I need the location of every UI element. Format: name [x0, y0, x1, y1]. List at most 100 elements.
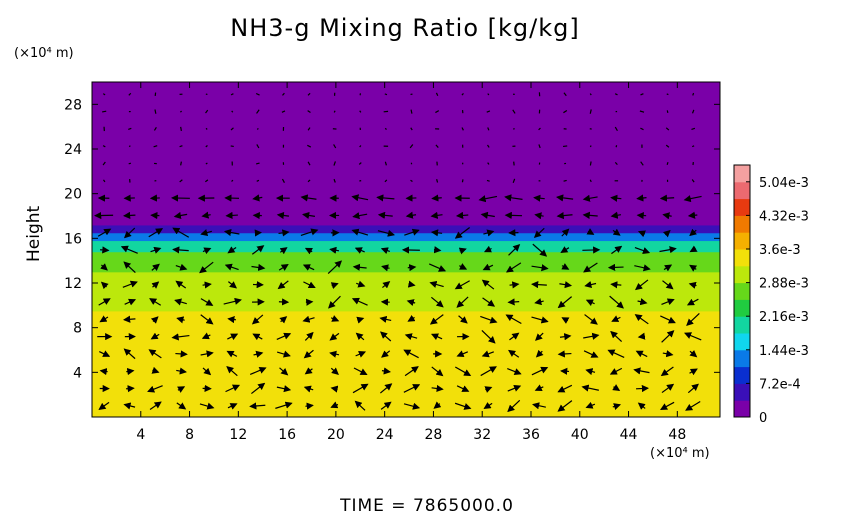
wind-vector — [354, 400, 366, 411]
x-tick-label: 20 — [327, 427, 345, 443]
wind-vector — [231, 110, 234, 113]
wind-vector — [557, 350, 572, 358]
wind-vector — [404, 366, 419, 377]
colorbar-swatch — [734, 333, 750, 351]
wind-vector — [122, 211, 136, 220]
colorbar-tick-label: 7.2e-4 — [759, 377, 801, 392]
wind-vector — [153, 145, 158, 148]
wind-vector — [354, 247, 365, 254]
wind-vector — [352, 263, 367, 271]
wind-vector — [538, 127, 541, 131]
wind-vector — [512, 178, 516, 183]
wind-vector — [379, 383, 393, 394]
wind-vector — [151, 263, 160, 271]
wind-vector — [431, 384, 444, 393]
wind-vector — [376, 194, 395, 202]
colorbar-tick-label: 5.04e-3 — [759, 176, 809, 191]
wind-vector — [307, 161, 311, 166]
wind-vector — [171, 333, 190, 341]
wind-vector — [303, 349, 314, 359]
wind-vector — [403, 384, 421, 393]
wind-vector — [531, 281, 547, 289]
wind-vector — [149, 298, 162, 306]
wind-vector — [307, 179, 311, 183]
field-band-3 — [92, 251, 720, 273]
wind-vector — [179, 179, 183, 183]
wind-vector — [636, 384, 650, 393]
y-tick-label: 28 — [64, 97, 82, 113]
wind-vector — [377, 211, 393, 219]
wind-vector — [356, 280, 366, 288]
wind-vector — [380, 247, 391, 255]
wind-vector — [307, 110, 311, 114]
wind-vector — [689, 228, 698, 237]
y-tick-label: 16 — [64, 231, 82, 247]
wind-vector — [199, 261, 214, 274]
wind-vector — [687, 211, 698, 219]
wind-vector — [610, 211, 622, 219]
colorbar-tick-label: 4.32e-3 — [759, 209, 809, 224]
wind-vector — [531, 316, 549, 324]
wind-vector — [407, 280, 416, 288]
wind-vector — [456, 296, 469, 308]
wind-vector — [100, 263, 108, 271]
wind-vector — [689, 349, 698, 358]
wind-vector — [255, 162, 260, 165]
wind-vector — [686, 298, 699, 306]
colorbar-swatch — [734, 165, 750, 183]
wind-vector — [561, 317, 570, 324]
wind-vector — [531, 264, 549, 272]
colorbar-tick-label: 3.6e-3 — [759, 243, 801, 258]
wind-vector — [251, 245, 265, 255]
wind-vector — [379, 315, 392, 323]
wind-vector — [329, 246, 340, 254]
colorbar-swatch — [734, 316, 750, 334]
wind-vector — [102, 145, 106, 148]
wind-vector — [561, 228, 570, 237]
wind-vector — [305, 402, 314, 410]
x-tick-label: 8 — [185, 427, 194, 443]
wind-vector — [128, 127, 132, 131]
wind-vector — [279, 367, 289, 376]
wind-vector — [333, 161, 336, 166]
wind-vector — [224, 263, 239, 271]
wind-vector — [175, 280, 187, 289]
wind-vector — [125, 385, 135, 393]
wind-vector — [461, 179, 464, 183]
colorbar-swatch — [734, 349, 750, 368]
colorbar-swatch — [734, 265, 750, 284]
wind-vector — [384, 93, 388, 96]
colorbar-swatch — [734, 215, 750, 233]
field-band-6 — [92, 224, 720, 234]
wind-vector — [454, 227, 471, 239]
wind-vector — [205, 162, 208, 165]
wind-vector — [456, 385, 470, 392]
wind-vector — [304, 367, 313, 375]
wind-vector — [482, 297, 496, 307]
wind-vector — [430, 229, 443, 237]
wind-vector — [585, 401, 596, 409]
wind-vector — [589, 179, 592, 183]
wind-vector — [123, 402, 136, 410]
wind-vector — [330, 385, 339, 393]
wind-vector — [281, 178, 285, 183]
wind-vector — [329, 332, 340, 341]
wind-vector — [560, 246, 570, 254]
x-tick-label: 24 — [376, 427, 394, 443]
wind-vector — [333, 144, 337, 149]
wind-vector — [307, 92, 311, 96]
wind-vector — [614, 93, 618, 96]
wind-vector — [384, 127, 387, 130]
wind-vector — [691, 145, 695, 148]
wind-vector — [532, 402, 546, 410]
wind-vector — [612, 228, 621, 236]
field-band-5 — [92, 232, 720, 242]
wind-vector — [102, 93, 106, 96]
y-tick-label: 4 — [73, 365, 82, 381]
wind-vector — [557, 384, 573, 393]
wind-vector — [507, 399, 521, 413]
wind-vector — [538, 144, 541, 149]
wind-vector — [633, 367, 650, 375]
wind-vector — [352, 383, 369, 394]
